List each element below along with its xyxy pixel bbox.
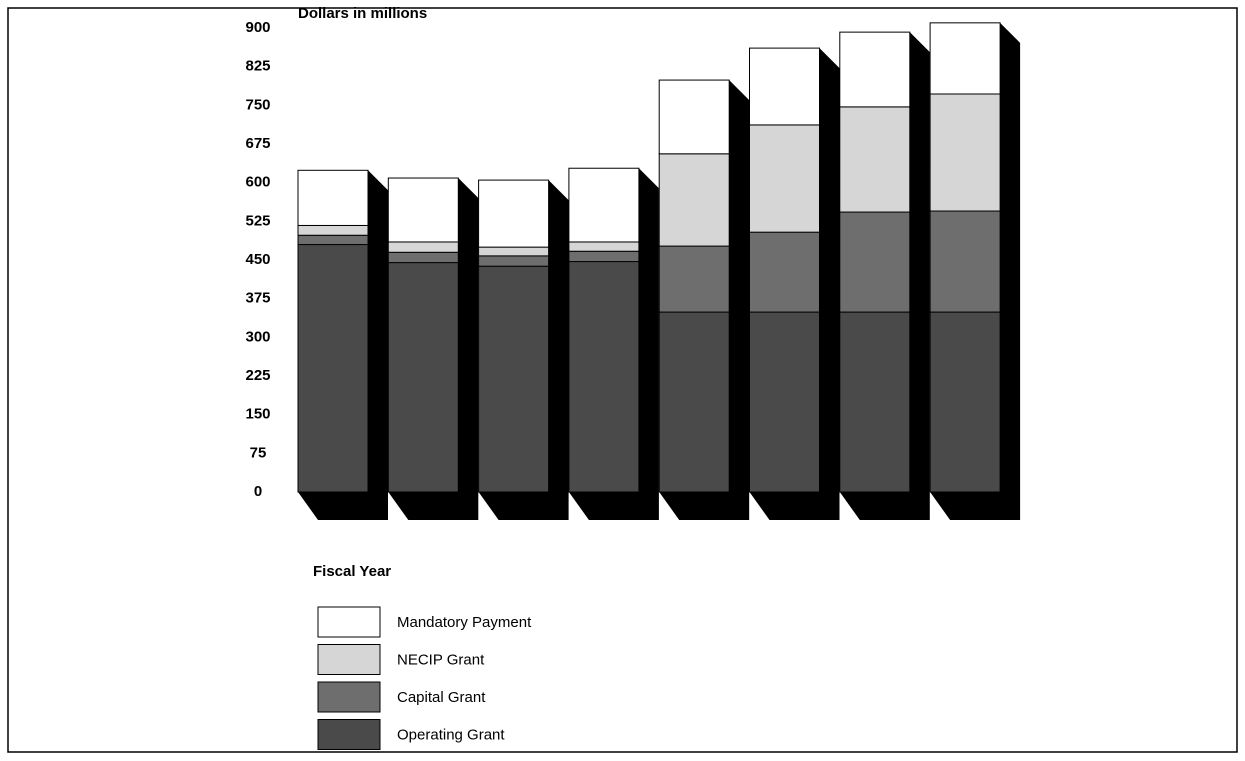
- y-tick-label: 750: [245, 96, 270, 113]
- bar-segment: [658, 311, 730, 493]
- bar-segment: [749, 124, 820, 233]
- legend-label: Mandatory Payment: [397, 614, 532, 631]
- bar-segment: [297, 224, 369, 236]
- x-tick-label: FY89: [501, 503, 537, 520]
- bar-segment: [478, 255, 550, 267]
- x-tick-label: FY87: [320, 503, 356, 520]
- bar-segment: [929, 210, 1001, 313]
- y-tick-label: 900: [245, 19, 270, 36]
- x-tick-label: FY88: [410, 503, 446, 520]
- bar-segment: [478, 246, 550, 257]
- bar-segment: [658, 153, 730, 247]
- y-tick-label: 825: [245, 58, 270, 75]
- bar-segment: [929, 22, 1001, 95]
- y-tick-label: 75: [250, 444, 267, 461]
- x-tick-label: FY94: [952, 503, 989, 520]
- bar-segment: [568, 167, 640, 243]
- bar-segment: [478, 179, 550, 248]
- bar-segment: [568, 261, 640, 493]
- legend-swatch: [317, 719, 381, 750]
- y-tick-label: 150: [245, 406, 270, 423]
- y-tick-label: 675: [245, 135, 270, 152]
- bar-segment: [387, 251, 459, 264]
- bar-segment: [749, 311, 820, 493]
- bar-segment: [929, 93, 1001, 212]
- legend-swatch: [317, 606, 381, 638]
- y-tick-label: 375: [245, 290, 270, 307]
- bar-segment: [387, 241, 459, 253]
- x-tick-label: FY91: [681, 503, 717, 520]
- bar-segment: [839, 211, 911, 313]
- legend-label: NECIP Grant: [397, 651, 485, 668]
- bar-segment: [658, 245, 730, 313]
- x-tick-label: FY92: [772, 503, 808, 520]
- bar-segment: [568, 250, 640, 263]
- bar-segment: [478, 265, 550, 493]
- bar-segment: [297, 169, 369, 226]
- bar-segment: [839, 106, 911, 213]
- bar-segment: [387, 177, 459, 243]
- legend-swatch: [317, 681, 381, 713]
- x-tick-label: FY93: [862, 503, 898, 520]
- x-tick-label: FY90: [591, 503, 627, 520]
- x-axis-label: Fiscal Year: [313, 563, 391, 580]
- y-tick-label: 600: [245, 174, 270, 191]
- frame: [7, 7, 1238, 753]
- y-tick-label: 0: [254, 483, 262, 500]
- bar-segment: [568, 241, 640, 252]
- bar-segment: [839, 31, 911, 108]
- bar-segment: [749, 231, 820, 313]
- bar-segment: [297, 234, 369, 246]
- bar-segment: [839, 311, 911, 493]
- bar-segment: [658, 79, 730, 155]
- bar-segment: [929, 311, 1001, 493]
- y-tick-label: 300: [245, 328, 270, 345]
- legend-label: Operating Grant: [397, 726, 505, 743]
- y-tick-label: 225: [245, 367, 270, 384]
- y-tick-label: 525: [245, 212, 270, 229]
- bar-segment: [749, 47, 820, 126]
- bar-segment: [297, 244, 369, 493]
- y-tick-label: 450: [245, 251, 270, 268]
- legend-label: Capital Grant: [397, 689, 486, 706]
- legend-swatch: [317, 644, 381, 675]
- chart-title: Dollars in millions: [298, 5, 427, 22]
- bar-segment: [387, 262, 459, 493]
